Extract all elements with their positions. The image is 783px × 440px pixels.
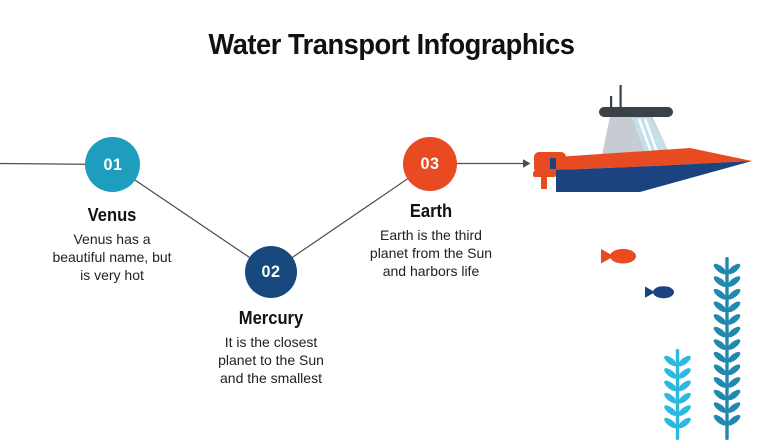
boat-roof	[599, 107, 673, 117]
step-description: Venus has a beautiful name, but is very …	[52, 231, 172, 283]
antenna-icon	[619, 85, 622, 108]
step-description: It is the closest planet to the Sun and …	[218, 334, 324, 386]
step-title: Venus	[87, 205, 137, 225]
motor-plate	[533, 171, 556, 177]
step-circle-01: 01	[85, 137, 140, 192]
motor-shaft	[541, 176, 547, 189]
windshield-stripe	[637, 118, 659, 153]
step-number: 03	[420, 154, 440, 173]
step-circle-02: 02	[245, 246, 297, 298]
boat-deck-stripe	[556, 148, 752, 170]
boat-icon	[533, 85, 752, 192]
seaweed-tall-icon	[713, 257, 741, 440]
arrow-right-icon	[523, 159, 531, 168]
step-circle-03: 03	[403, 137, 457, 191]
step-description: Earth is the third planet from the Sun a…	[369, 227, 493, 279]
step-text-venus: Venus Venus has a beautiful name, but is…	[27, 204, 197, 284]
step-text-earth: Earth Earth is the third planet from the…	[346, 200, 516, 280]
step-title: Mercury	[238, 308, 304, 328]
slide-title: Water Transport Infographics	[208, 29, 575, 61]
step-number: 02	[261, 262, 281, 281]
fish-navy-icon	[645, 286, 674, 299]
fish-orange-icon	[601, 248, 636, 264]
step-number: 01	[103, 154, 122, 174]
step-text-mercury: Mercury It is the closest planet to the …	[186, 307, 356, 387]
boat-hull	[556, 161, 752, 192]
antenna-icon	[610, 96, 613, 108]
seaweed-short-icon	[664, 349, 691, 440]
step-title: Earth	[409, 201, 453, 221]
